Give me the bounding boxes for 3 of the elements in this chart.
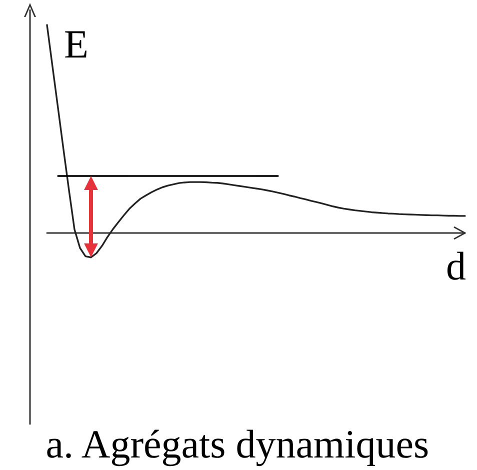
text: a. Agrégats dynamiques	[46, 422, 430, 466]
y-axis-title: E	[64, 22, 88, 66]
x-axis-title: d	[446, 244, 466, 288]
